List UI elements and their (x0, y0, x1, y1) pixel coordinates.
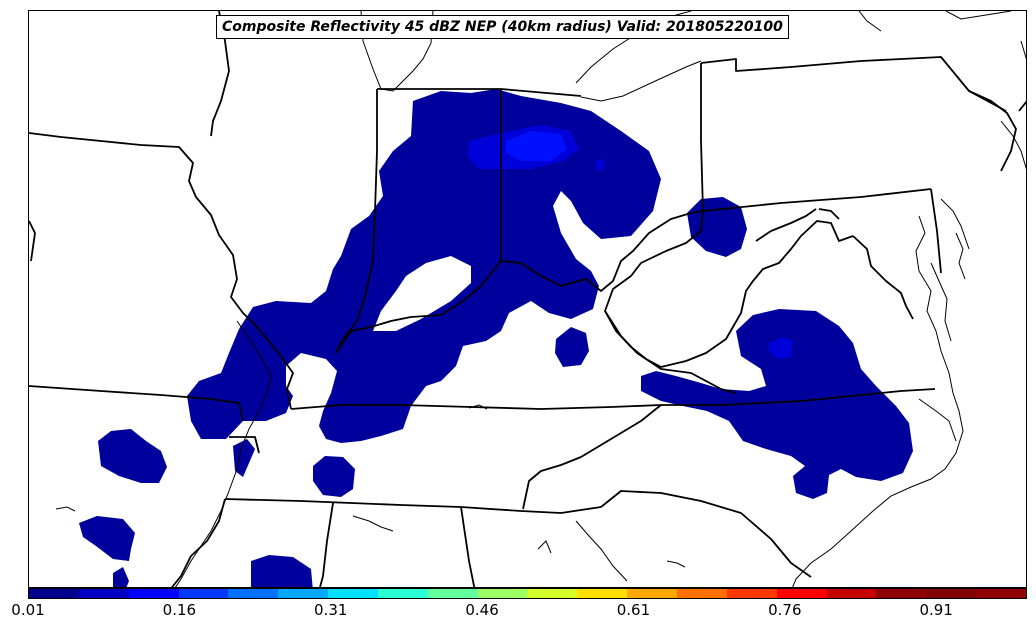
colorbar-segment (926, 589, 977, 598)
colorbar-tick-label: 0.61 (616, 601, 651, 619)
colorbar-segment (328, 589, 378, 598)
prob-area-east-ohio (687, 197, 747, 257)
colorbar-tick-label: 0.91 (919, 601, 953, 619)
map-panel (28, 10, 1027, 588)
colorbar-segment (29, 589, 79, 598)
colorbar-segment (776, 589, 827, 598)
prob-area-tennessee-mid (313, 456, 355, 497)
prob-area-kentucky-small (555, 327, 589, 367)
prob-area-ohio-spot (595, 159, 605, 171)
colorbar-tick-label: 0.76 (768, 601, 802, 619)
colorbar-segment (826, 589, 877, 598)
colorbar-segment (627, 589, 677, 598)
map-title: Composite Reflectivity 45 dBZ NEP (40km … (216, 15, 789, 39)
prob-area-small-south (113, 567, 129, 587)
colorbar-segment (976, 589, 1026, 598)
colorbar-segment (676, 589, 727, 598)
colorbar-segment (228, 589, 279, 598)
colorbar-segment (377, 589, 428, 598)
state-borders (29, 11, 1026, 587)
colorbar-segment (477, 589, 528, 598)
probability-areas (79, 89, 913, 587)
prob-area-virginia (641, 309, 913, 499)
colorbar-segment (78, 589, 129, 598)
colorbar-tick-label: 0.01 (11, 601, 45, 619)
prob-area-ohio-center (506, 131, 567, 161)
colorbar-segment (577, 589, 628, 598)
map-canvas (29, 11, 1026, 587)
prob-area-mississippi (251, 555, 313, 587)
colorbar-segment (278, 589, 329, 598)
prob-area-missouri (98, 429, 167, 483)
colorbar-segment (726, 589, 777, 598)
prob-area-virginia-core (769, 337, 793, 359)
colorbar-tick-label: 0.31 (314, 601, 348, 619)
colorbar-segment (178, 589, 229, 598)
colorbar-ticks: 0.01 0.16 0.31 0.46 0.61 0.76 0.91 (0, 599, 1036, 629)
colorbar-segment (427, 589, 478, 598)
prob-area-arkansas (79, 516, 135, 561)
prob-area-indiana-ohio (187, 89, 661, 443)
colorbar-segment (876, 589, 927, 598)
higher-probability-areas (467, 125, 793, 359)
colorbar-segment (128, 589, 179, 598)
colorbar-tick-label: 0.46 (465, 601, 499, 619)
colorbar-segment (527, 589, 578, 598)
colorbar-tick-label: 0.16 (162, 601, 197, 619)
prob-area-west-tennessee (233, 439, 255, 477)
colorbar (28, 588, 1027, 599)
